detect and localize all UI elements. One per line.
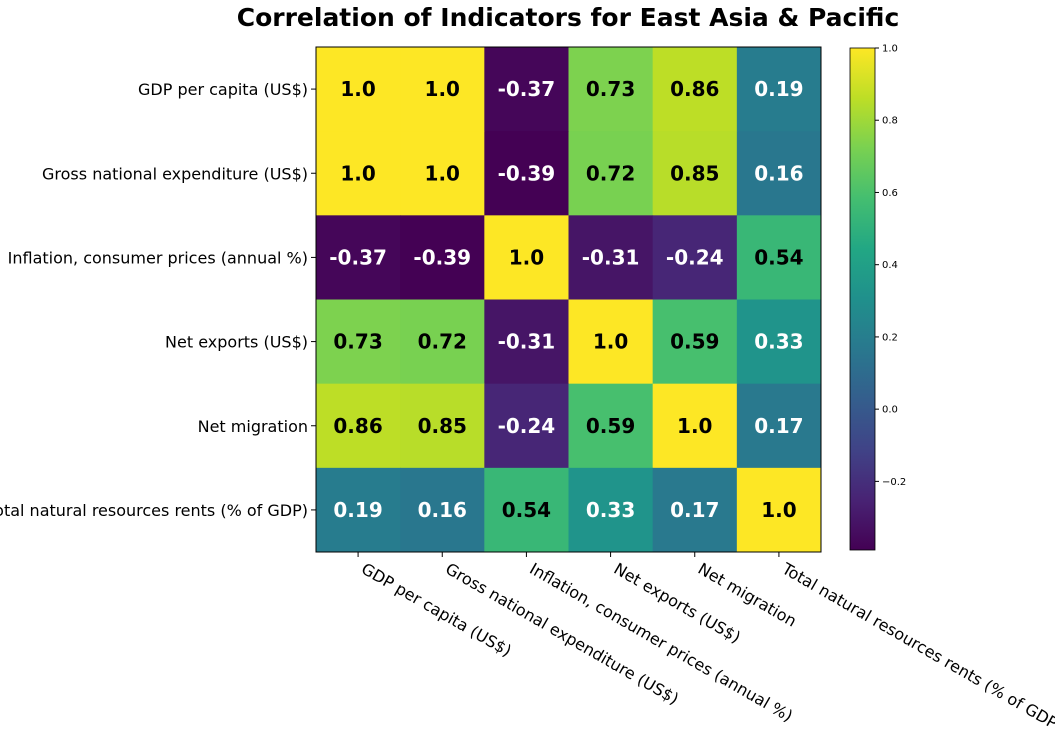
cell-value-label-r3-c5: 0.33 (754, 330, 803, 354)
heatmap-cell-r0-c5 (736, 47, 822, 132)
heatmap-cell-r4-c3 (568, 383, 654, 469)
heatmap-cell-r5-c4 (652, 467, 738, 553)
cell-value-label-r0-c5: 0.19 (754, 77, 803, 101)
colorbar-tick-label: −0.2 (882, 477, 906, 488)
cell-value-label-r1-c0: 1.0 (340, 161, 375, 185)
colorbar-gradient (849, 47, 876, 551)
colorbar-tick-label: 0.2 (882, 332, 898, 343)
colorbar-tick-label: 0.4 (882, 260, 898, 271)
y-label-inflation-consumer-prices-annual: Inflation, consumer prices (annual %) (8, 248, 308, 267)
heatmap-cell-r5-c1 (400, 467, 485, 553)
heatmap-cell-r1-c4 (652, 131, 738, 216)
cell-value-label-r4-c5: 0.17 (754, 414, 803, 438)
y-label-gross-national-expenditure-us: Gross national expenditure (US$) (42, 164, 308, 183)
heatmap-cell-r0-c1 (400, 47, 485, 132)
cell-value-label-r1-c3: 0.72 (586, 161, 635, 185)
heatmap-cell-r1-c0 (316, 131, 401, 216)
heatmap-cells: 1.0 1.0 -0.37 0.73 0.86 0.19 1.0 1.0 -0.39 0.72 0.… (316, 47, 822, 553)
heatmap-cell-r2-c1 (400, 215, 485, 300)
cell-value-label-r0-c2: -0.37 (498, 77, 556, 101)
cell-value-label-r3-c1: 0.72 (418, 330, 467, 354)
heatmap-cell-r3-c0 (316, 299, 401, 385)
x-label-gdp-per-capita-us: GDP per capita (US$) (358, 559, 515, 660)
heatmap-cell-r5-c5 (736, 467, 822, 553)
heatmap-cell-r3-c5 (736, 299, 822, 385)
y-label-total-natural-resources-rents-of-gdp: Total natural resources rents (% of GDP) (0, 501, 308, 520)
cell-value-label-r5-c0: 0.19 (333, 498, 382, 522)
heatmap-cell-r0-c4 (652, 47, 738, 132)
heatmap-cell-r3-c2 (484, 299, 569, 385)
cell-value-label-r4-c1: 0.85 (418, 414, 467, 438)
cell-value-label-r4-c0: 0.86 (333, 414, 382, 438)
y-label-net-exports-us: Net exports (US$) (165, 333, 308, 352)
heatmap-cell-r4-c4 (652, 383, 738, 469)
y-axis-labels: GDP per capita (US$) Gross national expen… (0, 80, 316, 520)
cell-value-label-r5-c5: 1.0 (761, 498, 796, 522)
heatmap-cell-r5-c0 (316, 467, 401, 553)
y-label-net-migration: Net migration (198, 417, 308, 436)
cell-value-label-r5-c2: 0.54 (502, 498, 551, 522)
heatmap-cell-r2-c2 (484, 215, 569, 300)
cell-value-label-r1-c4: 0.85 (670, 161, 719, 185)
colorbar-tick-label: 0.0 (882, 405, 898, 416)
cell-value-label-r2-c2: 1.0 (509, 245, 544, 269)
cell-value-label-r5-c4: 0.17 (670, 498, 719, 522)
heatmap-cell-r0-c3 (568, 47, 654, 132)
heatmap-cell-r4-c5 (736, 383, 822, 469)
heatmap-cell-r4-c2 (484, 383, 569, 469)
chart-title: Correlation of Indicators for East Asia … (237, 3, 900, 32)
heatmap-cell-r2-c5 (736, 215, 822, 300)
cell-value-label-r1-c1: 1.0 (425, 161, 460, 185)
x-axis-labels: GDP per capita (US$)Gross national expen… (357, 552, 1055, 730)
cell-value-label-r2-c1: -0.39 (413, 245, 471, 269)
cell-value-label-r2-c3: -0.31 (582, 245, 640, 269)
cell-value-label-r5-c3: 0.33 (586, 498, 635, 522)
heatmap-cell-r1-c2 (484, 131, 569, 216)
colorbar: 1.0 0.8 0.6 0.4 0.2 0.0 −0.2 (849, 44, 906, 551)
colorbar-tick-label: 1.0 (882, 44, 898, 55)
heatmap-cell-r1-c1 (400, 131, 485, 216)
heatmap-cell-r1-c5 (736, 131, 822, 216)
cell-value-label-r4-c4: 1.0 (677, 414, 712, 438)
cell-value-label-r3-c4: 0.59 (670, 330, 719, 354)
cell-value-label-r4-c2: -0.24 (498, 414, 556, 438)
heatmap-cell-r3-c1 (400, 299, 485, 385)
heatmap-cell-r0-c0 (316, 47, 401, 132)
cell-value-label-r0-c1: 1.0 (425, 77, 460, 101)
cell-value-label-r5-c1: 0.16 (418, 498, 467, 522)
heatmap-cell-r1-c3 (568, 131, 654, 216)
cell-value-label-r2-c4: -0.24 (666, 245, 724, 269)
cell-value-label-r0-c3: 0.73 (586, 77, 635, 101)
cell-value-label-r3-c0: 0.73 (333, 330, 382, 354)
cell-value-label-r0-c0: 1.0 (340, 77, 375, 101)
heatmap-cell-r4-c0 (316, 383, 401, 469)
cell-value-label-r3-c3: 1.0 (593, 330, 628, 354)
cell-value-label-r0-c4: 0.86 (670, 77, 719, 101)
heatmap-cell-r0-c2 (484, 47, 569, 132)
colorbar-tick-label: 0.8 (882, 116, 898, 127)
heatmap-cell-r3-c3 (568, 299, 654, 385)
heatmap-cell-r4-c1 (400, 383, 485, 469)
heatmap-cell-r2-c0 (316, 215, 401, 300)
cell-value-label-r2-c0: -0.37 (329, 245, 387, 269)
x-label-total-natural-resources-rents-of-gdp: Total natural resources rents (% of GDP) (778, 559, 1055, 730)
cell-value-label-r2-c5: 0.54 (754, 245, 803, 269)
cell-value-label-r1-c5: 0.16 (754, 161, 803, 185)
colorbar-tick-label: 0.6 (882, 188, 898, 199)
heatmap-cell-r5-c3 (568, 467, 654, 553)
y-label-gdp-per-capita-us: GDP per capita (US$) (138, 80, 308, 99)
cell-value-label-r3-c2: -0.31 (498, 330, 556, 354)
heatmap-cell-r2-c4 (652, 215, 738, 300)
cell-value-label-r4-c3: 0.59 (586, 414, 635, 438)
cell-value-label-r1-c2: -0.39 (498, 161, 556, 185)
heatmap-cell-r3-c4 (652, 299, 738, 385)
plot-frame (315, 46, 822, 553)
heatmap-cell-r2-c3 (568, 215, 654, 300)
heatmap-cell-r5-c2 (484, 467, 569, 553)
